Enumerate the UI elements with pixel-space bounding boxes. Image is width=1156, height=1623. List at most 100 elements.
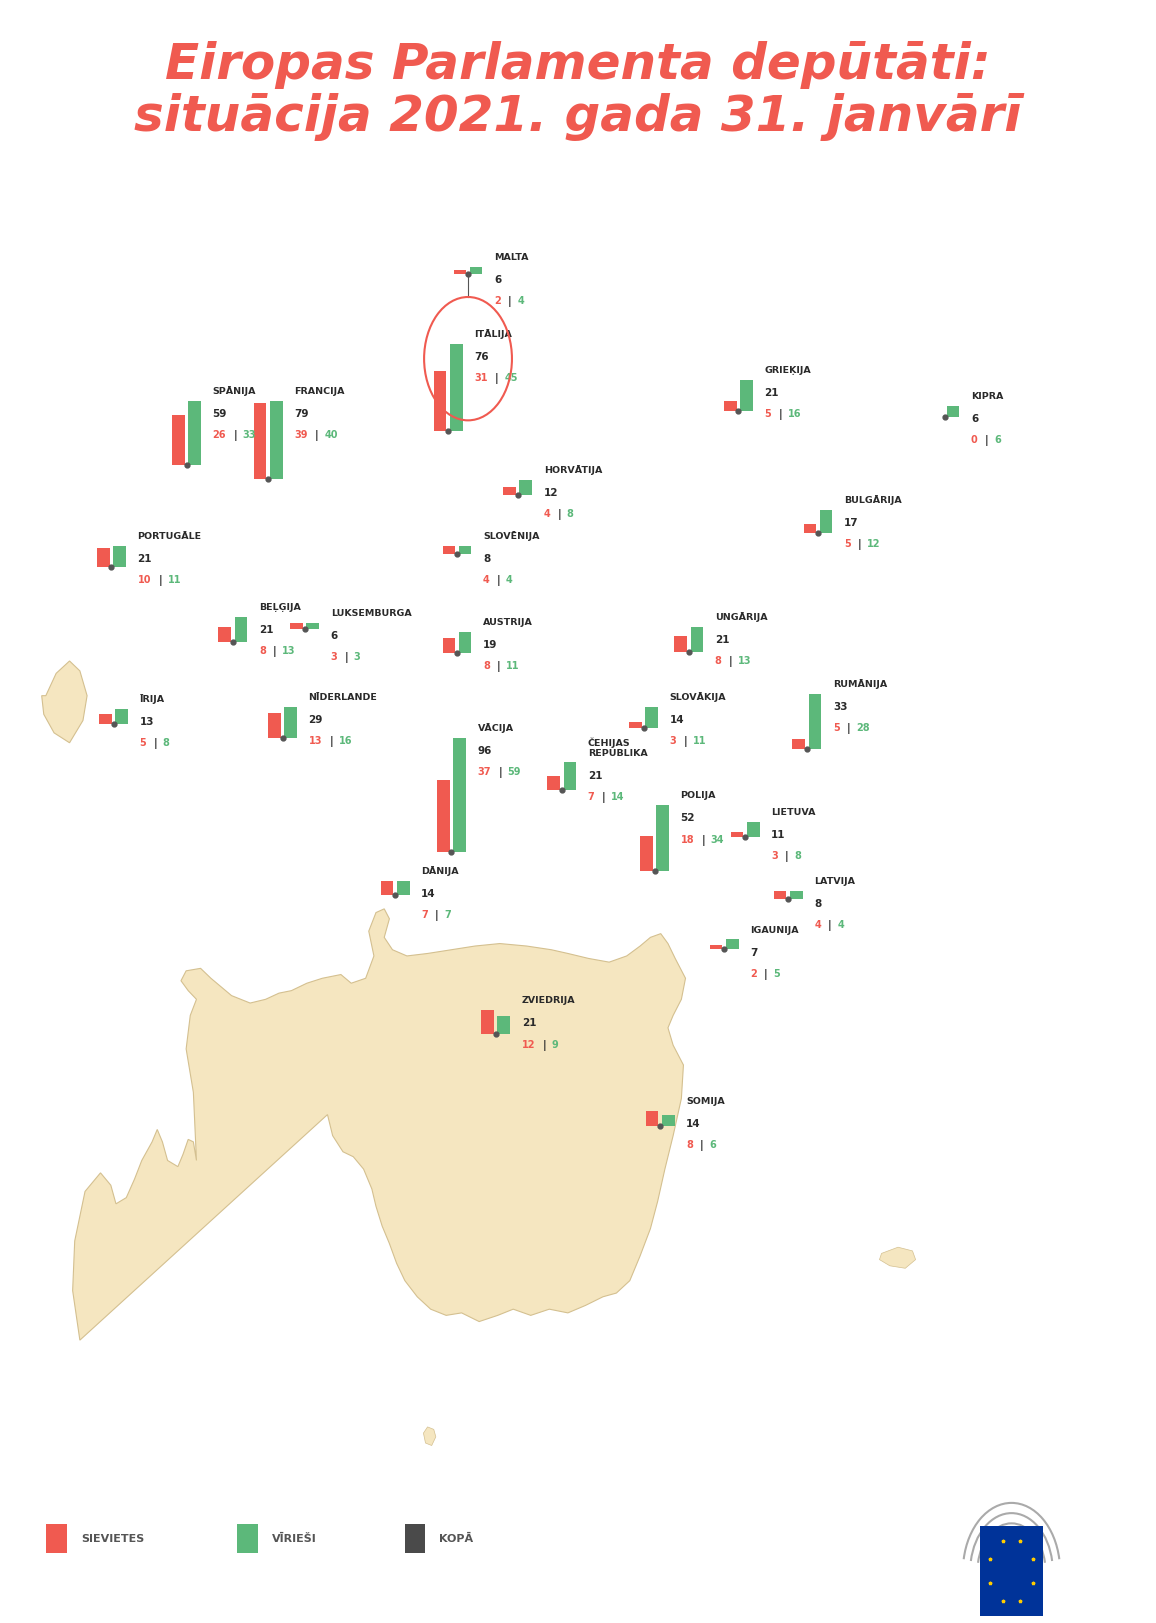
- Text: 11: 11: [506, 661, 519, 672]
- Text: situācija 2021. gada 31. janvārī: situācija 2021. gada 31. janvārī: [134, 93, 1022, 141]
- Text: 5: 5: [140, 738, 147, 748]
- Text: |: |: [728, 656, 733, 667]
- Text: 59: 59: [507, 766, 521, 777]
- Text: 8: 8: [566, 508, 573, 519]
- Bar: [380, 881, 393, 894]
- Text: 19: 19: [483, 639, 497, 651]
- Text: ĪRIJA: ĪRIJA: [140, 693, 165, 704]
- Text: 33: 33: [833, 703, 847, 712]
- Text: 11: 11: [692, 737, 706, 747]
- Bar: [803, 524, 816, 534]
- Text: 11: 11: [771, 829, 786, 839]
- Bar: [284, 706, 297, 738]
- Text: HORVĀTIJA: HORVĀTIJA: [543, 464, 602, 474]
- Text: 6: 6: [710, 1139, 716, 1151]
- Text: 45: 45: [504, 373, 518, 383]
- Text: 21: 21: [259, 625, 273, 635]
- Bar: [645, 708, 658, 729]
- Text: 21: 21: [138, 553, 151, 565]
- Text: 40: 40: [325, 430, 338, 440]
- Text: ZVIEDRIJA: ZVIEDRIJA: [521, 997, 576, 1006]
- Text: |: |: [847, 724, 851, 735]
- Text: |: |: [498, 766, 502, 777]
- Text: 4: 4: [506, 575, 513, 586]
- Bar: [268, 712, 281, 738]
- Text: 12: 12: [521, 1040, 535, 1050]
- Text: VĀCIJA: VĀCIJA: [477, 722, 513, 732]
- Text: 3: 3: [354, 652, 361, 662]
- Bar: [979, 1526, 1043, 1617]
- Bar: [503, 487, 516, 495]
- Text: 18: 18: [681, 834, 695, 844]
- Bar: [469, 266, 482, 274]
- Text: |: |: [764, 969, 768, 980]
- Text: 6: 6: [331, 631, 338, 641]
- Bar: [724, 401, 736, 411]
- Bar: [690, 626, 703, 652]
- Text: |: |: [557, 508, 561, 519]
- Bar: [450, 344, 462, 432]
- Bar: [443, 545, 455, 553]
- Bar: [218, 626, 231, 643]
- Bar: [306, 623, 319, 628]
- Text: 34: 34: [711, 834, 724, 844]
- Bar: [397, 881, 409, 894]
- Bar: [790, 891, 802, 899]
- Text: FRANCIJA: FRANCIJA: [295, 388, 344, 396]
- Text: 14: 14: [669, 716, 684, 725]
- Bar: [99, 714, 112, 724]
- Bar: [405, 1524, 425, 1553]
- Text: |: |: [858, 539, 861, 550]
- Text: |: |: [316, 430, 319, 441]
- Text: 39: 39: [295, 430, 307, 440]
- Text: 5: 5: [773, 969, 780, 979]
- Text: ITĀLIJA: ITĀLIJA: [474, 329, 512, 339]
- Text: VĪRIEŠI: VĪRIEŠI: [272, 1534, 317, 1543]
- Text: 29: 29: [309, 714, 323, 725]
- Bar: [46, 1524, 67, 1553]
- Bar: [793, 738, 806, 748]
- Bar: [519, 479, 532, 495]
- Text: SIEVIETES: SIEVIETES: [81, 1534, 144, 1543]
- Text: 17: 17: [844, 518, 859, 527]
- Text: 16: 16: [339, 735, 353, 747]
- Bar: [662, 1115, 675, 1126]
- Text: LIETUVA: LIETUVA: [771, 808, 816, 816]
- Polygon shape: [73, 909, 686, 1341]
- Text: 4: 4: [517, 295, 524, 305]
- Text: 16: 16: [787, 409, 801, 419]
- Text: |: |: [273, 646, 276, 657]
- Text: 12: 12: [543, 487, 558, 498]
- Text: SPĀNIJA: SPĀNIJA: [213, 386, 255, 396]
- Text: 8: 8: [794, 850, 801, 860]
- Text: 33: 33: [243, 430, 257, 440]
- Bar: [481, 1011, 494, 1034]
- Text: 52: 52: [681, 813, 695, 823]
- Bar: [640, 836, 653, 872]
- Text: 96: 96: [477, 745, 491, 756]
- Text: 11: 11: [168, 575, 181, 586]
- Polygon shape: [42, 661, 87, 743]
- Text: BEĻĢIJA: BEĻĢIJA: [259, 604, 301, 612]
- Text: NĪDERLANDE: NĪDERLANDE: [309, 693, 378, 701]
- Text: 7: 7: [750, 948, 757, 958]
- Text: AUSTRIJA: AUSTRIJA: [483, 618, 533, 626]
- Text: 12: 12: [867, 539, 881, 549]
- Text: 8: 8: [814, 899, 822, 909]
- Text: 14: 14: [421, 889, 436, 899]
- Text: |: |: [701, 1139, 704, 1151]
- Text: 21: 21: [764, 388, 779, 398]
- Text: 21: 21: [588, 771, 602, 781]
- Text: |: |: [778, 409, 781, 420]
- Text: |: |: [542, 1040, 546, 1050]
- Text: |: |: [507, 295, 512, 307]
- Text: BULGĀRIJA: BULGĀRIJA: [844, 495, 902, 505]
- Bar: [97, 549, 110, 568]
- Text: SLOVĀKIJA: SLOVĀKIJA: [669, 691, 726, 703]
- Text: 8: 8: [259, 646, 266, 656]
- Text: 10: 10: [138, 575, 151, 586]
- Bar: [459, 545, 472, 553]
- Text: SLOVĒNIJA: SLOVĒNIJA: [483, 531, 540, 540]
- Text: |: |: [602, 792, 606, 803]
- Bar: [254, 403, 267, 479]
